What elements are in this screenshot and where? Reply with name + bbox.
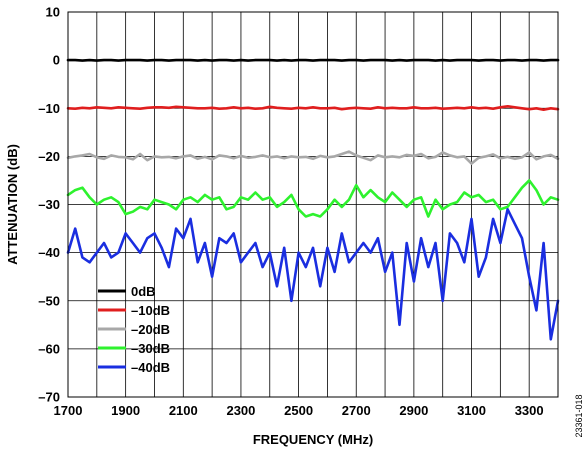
x-tick-label: 2500	[284, 403, 313, 418]
y-axis-ticks: 10 0 –10 –20 –30 –40 –50 –60 –70	[38, 5, 60, 405]
series-line	[66, 179, 560, 218]
series-line	[66, 58, 560, 62]
x-tick-label: 1700	[54, 403, 83, 418]
x-tick-label: 3300	[515, 403, 544, 418]
y-tick-label: –50	[38, 293, 60, 308]
y-tick-label: –10	[38, 101, 60, 116]
plot-frame	[67, 11, 559, 398]
x-tick-label: 2300	[226, 403, 255, 418]
figure-id: 23361-018	[574, 394, 584, 437]
y-tick-label: 10	[46, 5, 60, 20]
y-tick-label: 0	[53, 53, 60, 68]
x-tick-label: 2700	[342, 403, 371, 418]
y-tick-label: –40	[38, 245, 60, 260]
x-axis-ticks: 1700 1900 2100 2300 2500 2700 2900 3100 3300	[54, 403, 544, 418]
legend-label: –30dB	[131, 341, 170, 356]
y-tick-label: –30	[38, 197, 60, 212]
x-tick-label: 2100	[169, 403, 198, 418]
x-tick-label: 2900	[399, 403, 428, 418]
legend: 0dB –10dB –20dB –30dB –40dB	[98, 284, 170, 375]
y-tick-label: –70	[38, 390, 60, 405]
x-tick-label: 3100	[457, 403, 486, 418]
legend-label: –10dB	[131, 303, 170, 318]
y-tick-label: –20	[38, 149, 60, 164]
series-line	[66, 150, 560, 165]
series-line	[66, 105, 560, 111]
legend-label: –40dB	[131, 360, 170, 375]
x-tick-label: 1900	[111, 403, 140, 418]
legend-label: –20dB	[131, 322, 170, 337]
legend-label: 0dB	[131, 284, 156, 299]
y-tick-label: –60	[38, 341, 60, 356]
series-layer	[66, 58, 560, 341]
x-axis-title: FREQUENCY (MHz)	[253, 432, 373, 447]
y-axis-title: ATTENUATION (dB)	[5, 144, 20, 265]
series-line	[66, 208, 560, 341]
